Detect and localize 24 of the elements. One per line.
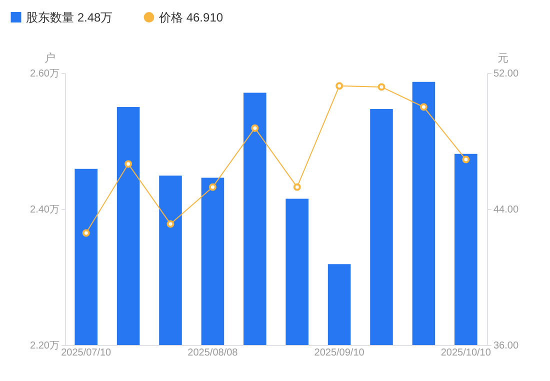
legend-label: 股东数量 2.48万	[26, 10, 113, 24]
point	[336, 82, 344, 90]
x-tick-label: 2025/09/10	[314, 348, 365, 358]
x-tick-label: 2025/07/10	[61, 348, 112, 358]
point	[166, 220, 174, 228]
point	[420, 103, 428, 111]
y-tick-label: 2.20万	[30, 340, 60, 352]
y-tick-label: 2.60万	[30, 68, 60, 80]
point	[208, 183, 216, 191]
point	[462, 156, 470, 164]
y2-tick-label: 44.00	[494, 204, 519, 216]
point	[82, 229, 90, 237]
point	[378, 83, 386, 91]
y-axis-title: 户	[44, 52, 56, 64]
y2-tick-label: 36.00	[494, 340, 519, 352]
x-tick-label: 2025/08/08	[188, 348, 238, 358]
point	[293, 183, 301, 191]
legend-label: 价格 46.910	[158, 10, 224, 24]
point	[251, 124, 259, 132]
x-tick-label: 2025/10/10	[440, 348, 492, 358]
y2-axis-title: 元	[498, 52, 508, 64]
y-tick-label: 2.40万	[30, 204, 60, 216]
y2-tick-label: 52.00	[494, 68, 519, 80]
point	[124, 160, 132, 168]
